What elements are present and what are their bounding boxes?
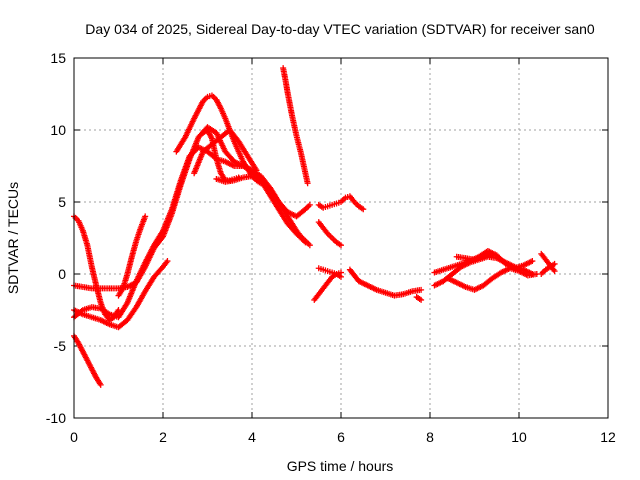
y-tick-label: 10 [50, 122, 66, 138]
x-tick-label: 6 [337, 429, 345, 445]
x-axis-label: GPS time / hours [287, 458, 394, 474]
data-point [253, 167, 260, 174]
x-tick-label: 0 [70, 429, 78, 445]
data-point [338, 273, 344, 280]
series-arc-9 [213, 173, 273, 191]
data-point [164, 258, 171, 265]
series-arc-21 [453, 250, 496, 263]
series-arc-20 [444, 265, 540, 293]
x-tick-label: 4 [248, 429, 256, 445]
series-arc-12 [315, 193, 367, 213]
data-marks [71, 65, 558, 388]
x-tick-label: 10 [511, 429, 527, 445]
series-arc-1 [71, 258, 171, 331]
series-arc-10 [191, 127, 260, 177]
data-point [418, 286, 425, 293]
y-tick-label: 0 [58, 266, 66, 282]
data-point [115, 307, 122, 313]
data-point [265, 183, 272, 190]
data-point [97, 381, 104, 388]
data-point [529, 258, 536, 265]
series-arc-11 [280, 65, 311, 187]
data-point [551, 260, 558, 267]
series-arc-6 [115, 213, 149, 299]
data-point [338, 242, 344, 249]
data-point [360, 206, 367, 213]
y-tick-label: -10 [46, 410, 66, 426]
y-tick-labels: -10 -5 0 5 10 15 [46, 50, 66, 426]
series-arc-15 [315, 265, 344, 280]
x-tick-label: 8 [426, 429, 434, 445]
data-point [418, 296, 425, 303]
series-arc-2 [71, 124, 309, 292]
data-point [489, 250, 496, 257]
series-arc-13 [315, 219, 344, 249]
series-arc-17 [413, 294, 425, 303]
data-point [551, 268, 558, 275]
data-point [78, 308, 85, 315]
data-point [142, 213, 149, 220]
data-point [306, 201, 313, 208]
series-arc-7 [71, 332, 104, 388]
data-point [306, 242, 313, 249]
grid [74, 58, 608, 418]
data-point [304, 180, 311, 187]
series-arc-4 [173, 92, 313, 249]
plot-frame [73, 57, 609, 419]
y-tick-label: 15 [50, 50, 66, 66]
series-arc-5 [71, 213, 122, 324]
y-tick-label: 5 [58, 194, 66, 210]
series-arc-3 [71, 144, 313, 321]
y-axis-label: SDTVAR / TECUs [5, 182, 21, 294]
series-arc-23 [538, 260, 558, 277]
x-tick-labels: 0 2 4 6 8 10 12 [70, 429, 616, 445]
data-point [266, 184, 273, 191]
chart-title: Day 034 of 2025, Sidereal Day-to-day VTE… [85, 21, 595, 37]
y-tick-label: -5 [54, 338, 67, 354]
series-arc-19 [431, 247, 536, 276]
x-tick-label: 12 [600, 429, 616, 445]
series-arc-16 [346, 266, 425, 299]
x-tick-label: 2 [159, 429, 167, 445]
